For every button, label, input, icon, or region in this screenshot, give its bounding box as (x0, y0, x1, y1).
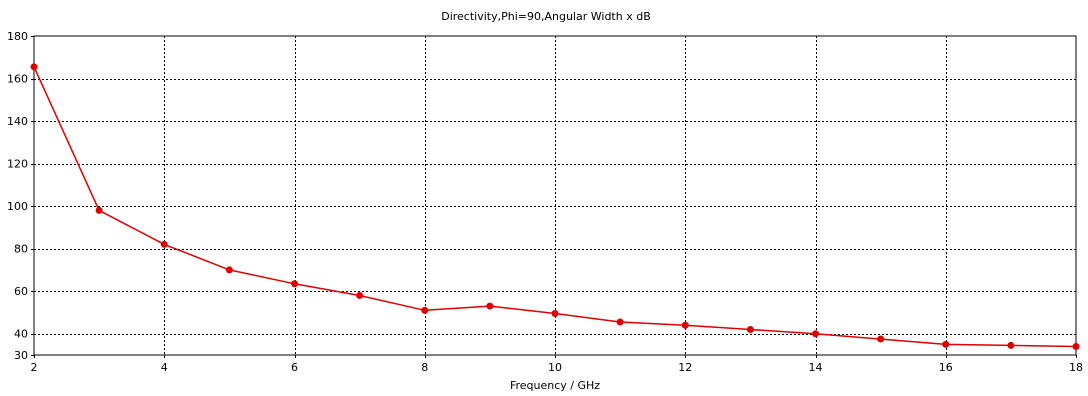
data-point (616, 318, 624, 326)
y-tick-label: 60 (14, 285, 28, 298)
x-tick-label: 12 (678, 361, 692, 374)
plot-frame (33, 35, 1077, 356)
data-point (942, 340, 950, 348)
x-tick-label: 4 (161, 361, 168, 374)
data-point (812, 330, 819, 338)
y-tick-label: 140 (7, 115, 28, 128)
grid-lines (34, 36, 1076, 355)
data-point (225, 266, 233, 274)
y-tick-label: 160 (7, 73, 28, 86)
x-tick-label: 16 (939, 361, 953, 374)
data-point (746, 325, 754, 333)
data-point (95, 206, 103, 214)
y-tick-label: 100 (7, 200, 28, 213)
chart-title: Directivity,Phi=90,Angular Width x dB (441, 10, 651, 23)
data-point (1007, 341, 1015, 349)
x-tick-label: 6 (291, 361, 298, 374)
x-tick-labels: 2 4 6 8 10 12 14 16 18 (31, 355, 1083, 374)
data-point (877, 335, 885, 343)
y-tick-label: 80 (14, 243, 28, 256)
data-point (421, 306, 429, 314)
data-point (30, 63, 38, 71)
y-tick-label: 40 (14, 328, 28, 341)
data-point (1072, 342, 1080, 350)
x-tick-label: 14 (809, 361, 823, 374)
data-point (551, 310, 559, 318)
series-layer (30, 63, 1080, 350)
y-tick-label: 180 (7, 30, 28, 43)
data-point (160, 240, 168, 248)
x-tick-label: 8 (421, 361, 428, 374)
data-point (291, 280, 298, 288)
data-point (356, 291, 364, 299)
x-tick-label: 2 (31, 361, 38, 374)
y-tick-label: 120 (7, 158, 28, 171)
x-tick-label: 18 (1069, 361, 1083, 374)
x-axis-title: Frequency / GHz (510, 379, 600, 392)
x-tick-label: 10 (548, 361, 562, 374)
y-tick-label: 30 (14, 349, 28, 362)
data-point (486, 302, 494, 310)
data-point (681, 321, 689, 329)
y-tick-labels: 30 40 60 80 100 120 140 160 180 (7, 30, 34, 362)
